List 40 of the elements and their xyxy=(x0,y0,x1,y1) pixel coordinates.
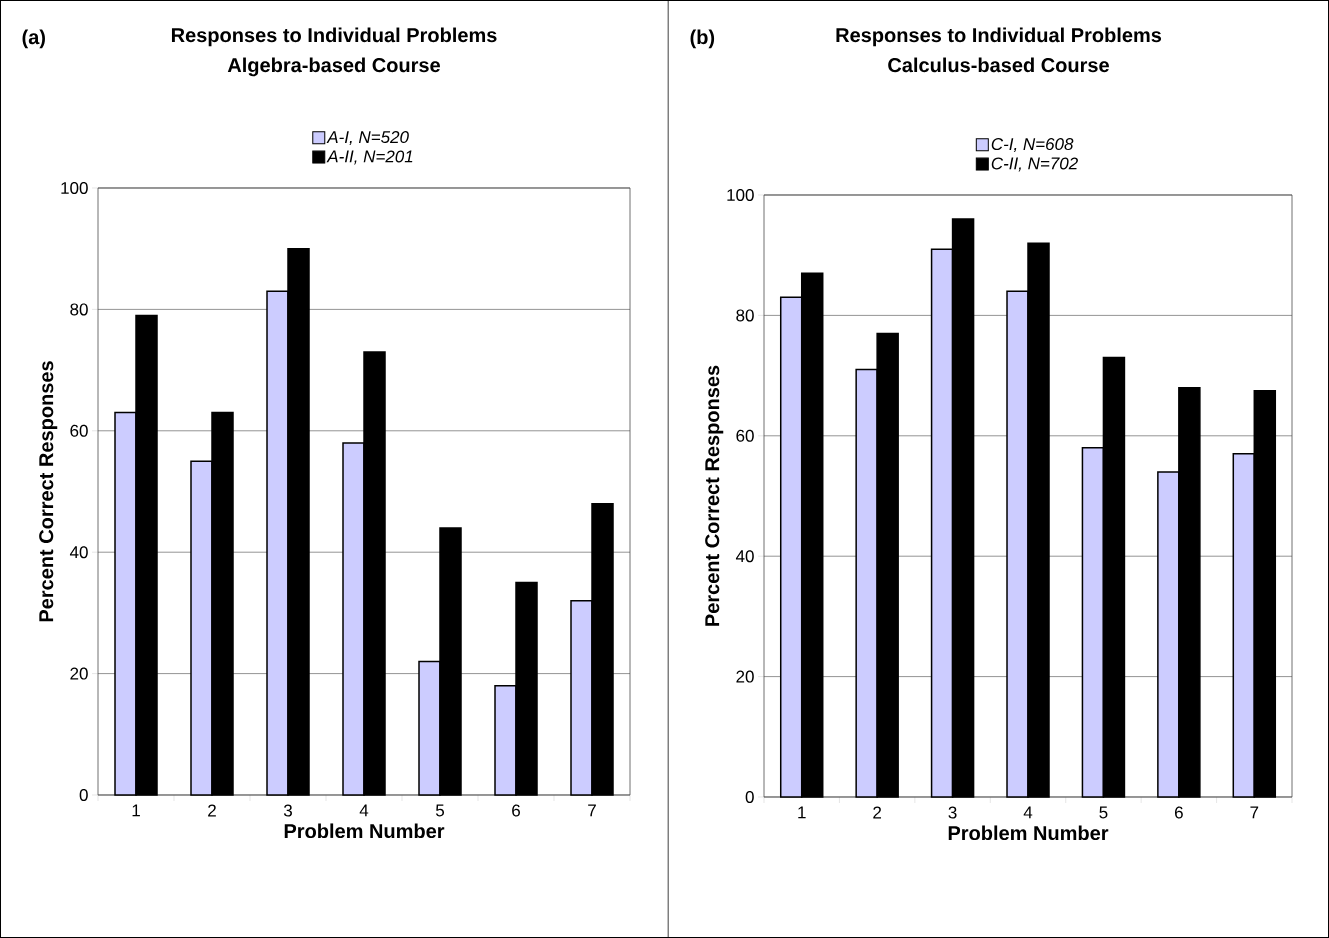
x-tick-label: 2 xyxy=(873,806,882,819)
y-tick-label: 40 xyxy=(69,546,88,559)
x-tick-label: 7 xyxy=(1250,806,1259,819)
chart-subtitle: Calculus-based Course xyxy=(888,57,1109,73)
y-tick-label: 20 xyxy=(736,670,754,683)
legend-label: C-II, N=702 xyxy=(991,157,1078,172)
legend-label: C-I, N=608 xyxy=(991,138,1074,153)
x-tick-label: 4 xyxy=(1023,806,1033,819)
y-tick-label: 20 xyxy=(70,667,88,680)
y-tick-label: 80 xyxy=(70,303,88,316)
x-tick-label: 7 xyxy=(588,804,596,817)
text: (a) xyxy=(22,29,45,49)
chart-subtitle: Algebra-based Course xyxy=(227,57,440,77)
x-axis-title: Problem Number xyxy=(948,825,1109,841)
y-tick-label: 60 xyxy=(736,429,754,442)
chart-title: Responses to Individual Problems xyxy=(836,27,1162,47)
x-tick-label: 4 xyxy=(359,804,369,817)
x-tick-label: 2 xyxy=(208,804,216,817)
y-tick-label: 0 xyxy=(745,790,754,804)
legend-label: A-II, N=201 xyxy=(326,150,413,165)
x-tick-label: 1 xyxy=(798,806,806,819)
x-tick-label: 5 xyxy=(435,804,445,817)
chart-title: Responses to Individual Problems xyxy=(171,27,497,47)
y-axis-title: Percent Correct Responses xyxy=(705,365,724,626)
x-tick-label: 3 xyxy=(948,806,957,819)
text: (b) xyxy=(690,29,715,49)
legend-label: A-I, N=520 xyxy=(326,131,409,146)
y-tick-label: 80 xyxy=(736,309,754,322)
x-tick-label: 1 xyxy=(132,804,140,817)
y-tick-label: 100 xyxy=(61,181,88,195)
y-tick-label: 40 xyxy=(735,550,754,563)
x-axis-title: Problem Number xyxy=(284,823,445,839)
x-tick-label: 6 xyxy=(1175,806,1183,819)
x-tick-label: 3 xyxy=(283,804,292,817)
y-tick-label: 60 xyxy=(70,424,88,437)
x-tick-label: 6 xyxy=(512,804,520,817)
y-tick-label: 0 xyxy=(79,788,88,802)
y-tick-label: 100 xyxy=(727,188,754,202)
x-tick-label: 5 xyxy=(1099,806,1108,819)
y-axis-title: Percent Correct Responses xyxy=(39,361,58,622)
